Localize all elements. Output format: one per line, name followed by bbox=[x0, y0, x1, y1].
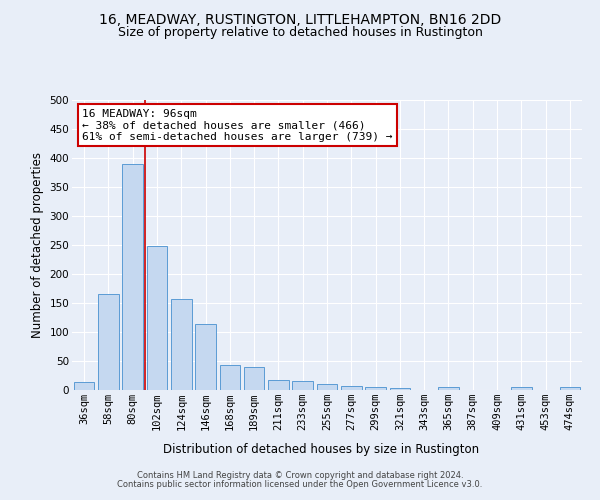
Bar bbox=[268, 380, 289, 390]
Bar bbox=[98, 294, 119, 390]
Bar bbox=[171, 299, 191, 390]
Bar bbox=[389, 388, 410, 390]
Bar bbox=[74, 382, 94, 390]
Bar bbox=[244, 367, 265, 390]
Bar bbox=[220, 365, 240, 390]
Bar bbox=[146, 246, 167, 390]
Text: 16, MEADWAY, RUSTINGTON, LITTLEHAMPTON, BN16 2DD: 16, MEADWAY, RUSTINGTON, LITTLEHAMPTON, … bbox=[99, 12, 501, 26]
Bar bbox=[560, 387, 580, 390]
Bar bbox=[365, 387, 386, 390]
Text: Contains HM Land Registry data © Crown copyright and database right 2024.: Contains HM Land Registry data © Crown c… bbox=[137, 471, 463, 480]
Bar bbox=[292, 382, 313, 390]
Bar bbox=[195, 324, 216, 390]
Bar bbox=[438, 387, 459, 390]
Bar bbox=[341, 386, 362, 390]
Bar bbox=[317, 384, 337, 390]
Text: 16 MEADWAY: 96sqm
← 38% of detached houses are smaller (466)
61% of semi-detache: 16 MEADWAY: 96sqm ← 38% of detached hous… bbox=[82, 108, 392, 142]
Text: Contains public sector information licensed under the Open Government Licence v3: Contains public sector information licen… bbox=[118, 480, 482, 489]
Bar bbox=[511, 387, 532, 390]
Y-axis label: Number of detached properties: Number of detached properties bbox=[31, 152, 44, 338]
Bar bbox=[122, 164, 143, 390]
Text: Distribution of detached houses by size in Rustington: Distribution of detached houses by size … bbox=[163, 442, 479, 456]
Text: Size of property relative to detached houses in Rustington: Size of property relative to detached ho… bbox=[118, 26, 482, 39]
